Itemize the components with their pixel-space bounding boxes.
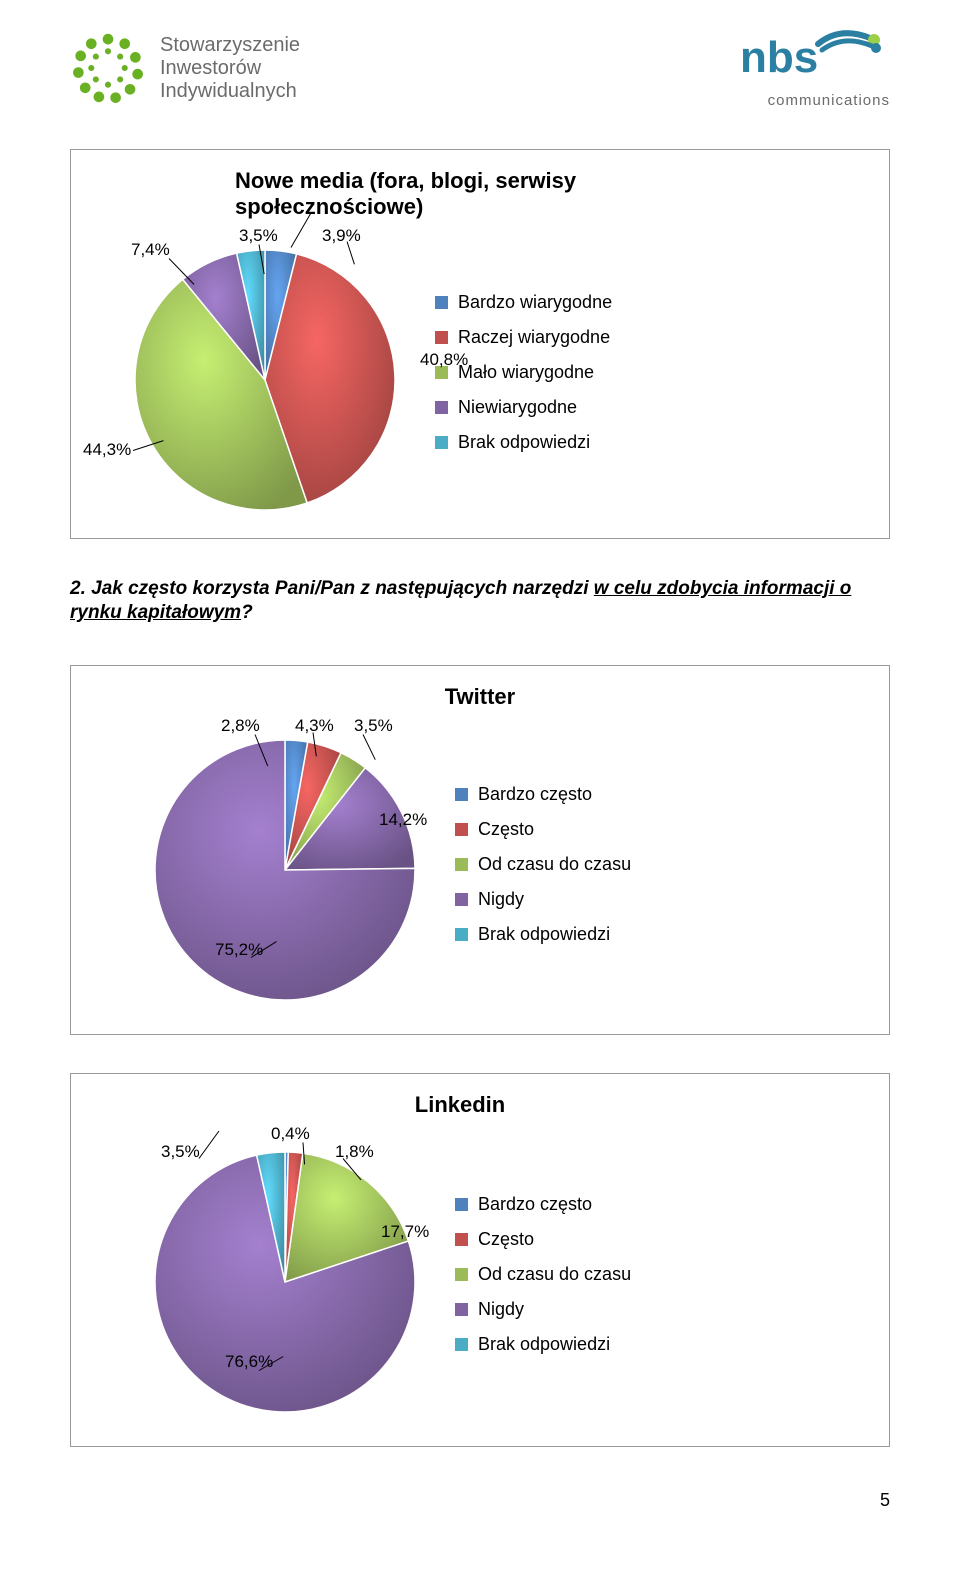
chart2-title: Twitter <box>95 684 865 710</box>
legend-item: Od czasu do czasu <box>455 854 631 875</box>
sii-line-2: Inwestorów <box>160 57 300 80</box>
legend-item: Bardzo często <box>455 1194 631 1215</box>
legend-swatch <box>455 1303 468 1316</box>
legend-label: Bardzo często <box>478 784 592 805</box>
legend-label: Raczej wiarygodne <box>458 327 610 348</box>
chart-nowe-media: Nowe media (fora, blogi, serwisy społecz… <box>70 149 890 539</box>
nbs-logo: nbs communications <box>740 30 890 109</box>
pie-slice-label: 3,9% <box>322 226 361 246</box>
legend-item: Brak odpowiedzi <box>435 432 612 453</box>
sii-ring-icon <box>70 30 146 106</box>
question-suffix: ? <box>241 602 253 623</box>
legend-item: Nigdy <box>455 1299 631 1320</box>
pie-slice-label: 44,3% <box>83 440 131 460</box>
legend-label: Od czasu do czasu <box>478 854 631 875</box>
legend-label: Mało wiarygodne <box>458 362 594 383</box>
chart3-legend: Bardzo często Często Od czasu do czasu Nigd… <box>455 1194 631 1355</box>
legend-label: Nigdy <box>478 889 524 910</box>
legend-item: Nigdy <box>455 889 631 910</box>
legend-swatch <box>455 858 468 871</box>
pie-slice-label: 76,6% <box>225 1352 273 1372</box>
pie-slice-label: 0,4% <box>271 1124 310 1144</box>
pie-slice-label: 40,8% <box>420 350 468 370</box>
chart-twitter: Twitter 2,8%4,3%3,5%14,2%75,2% Bardzo cz… <box>70 665 890 1035</box>
question-2: 2. Jak często korzysta Pani/Pan z następ… <box>70 577 890 625</box>
page-header: Stowarzyszenie Inwestorów Indywidualnych… <box>70 30 890 109</box>
legend-label: Bardzo często <box>478 1194 592 1215</box>
legend-swatch <box>435 296 448 309</box>
legend-item: Często <box>455 819 631 840</box>
legend-label: Często <box>478 1229 534 1250</box>
legend-label: Często <box>478 819 534 840</box>
legend-swatch <box>435 436 448 449</box>
legend-swatch <box>455 893 468 906</box>
sii-line-3: Indywidualnych <box>160 80 300 103</box>
chart2-pie: 2,8%4,3%3,5%14,2%75,2% <box>155 740 415 1000</box>
legend-item: Bardzo często <box>455 784 631 805</box>
pie-slice-label: 3,5% <box>239 226 278 246</box>
nbs-icon: nbs <box>740 30 890 92</box>
pie-slice-label: 1,8% <box>335 1142 374 1162</box>
legend-swatch <box>455 1233 468 1246</box>
legend-label: Brak odpowiedzi <box>478 924 610 945</box>
page-number: 5 <box>880 1490 890 1511</box>
legend-label: Od czasu do czasu <box>478 1264 631 1285</box>
legend-swatch <box>455 928 468 941</box>
legend-item: Od czasu do czasu <box>455 1264 631 1285</box>
legend-swatch <box>455 788 468 801</box>
legend-swatch <box>455 823 468 836</box>
pie-slice-label: 75,2% <box>215 940 263 960</box>
sii-logo: Stowarzyszenie Inwestorów Indywidualnych <box>70 30 300 106</box>
legend-item: Brak odpowiedzi <box>455 1334 631 1355</box>
chart3-pie: 0,4%1,8%17,7%76,6%3,5% <box>155 1152 415 1412</box>
pie-slice-label: 3,5% <box>354 716 393 736</box>
legend-item: Niewiarygodne <box>435 397 612 418</box>
legend-label: Brak odpowiedzi <box>478 1334 610 1355</box>
svg-text:nbs: nbs <box>740 33 818 82</box>
pie-slice-label: 3,5% <box>161 1142 200 1162</box>
sii-line-1: Stowarzyszenie <box>160 34 300 57</box>
legend-swatch <box>435 401 448 414</box>
legend-label: Nigdy <box>478 1299 524 1320</box>
nbs-sub: communications <box>768 92 890 109</box>
question-prefix: 2. Jak często korzysta Pani/Pan z następ… <box>70 578 594 599</box>
chart-linkedin: Linkedin 0,4%1,8%17,7%76,6%3,5% Bardzo c… <box>70 1073 890 1447</box>
legend-label: Brak odpowiedzi <box>458 432 590 453</box>
chart1-title: Nowe media (fora, blogi, serwisy społecz… <box>235 168 595 220</box>
legend-label: Bardzo wiarygodne <box>458 292 612 313</box>
pie-slice-label: 17,7% <box>381 1222 429 1242</box>
legend-swatch <box>455 1198 468 1211</box>
chart1-legend: Bardzo wiarygodne Raczej wiarygodne Mało w… <box>435 292 612 453</box>
legend-item: Często <box>455 1229 631 1250</box>
legend-item: Bardzo wiarygodne <box>435 292 612 313</box>
legend-swatch <box>435 331 448 344</box>
sii-text: Stowarzyszenie Inwestorów Indywidualnych <box>160 34 300 103</box>
pie-slice-label: 4,3% <box>295 716 334 736</box>
pie-slice-label: 2,8% <box>221 716 260 736</box>
legend-swatch <box>455 1338 468 1351</box>
legend-label: Niewiarygodne <box>458 397 577 418</box>
legend-item: Brak odpowiedzi <box>455 924 631 945</box>
pie-slice-label: 14,2% <box>379 810 427 830</box>
legend-item: Raczej wiarygodne <box>435 327 612 348</box>
chart1-pie: 3,9%40,8%44,3%7,4%3,5% <box>135 250 395 510</box>
legend-swatch <box>455 1268 468 1281</box>
chart2-legend: Bardzo często Często Od czasu do czasu Nigd… <box>455 784 631 945</box>
chart3-title: Linkedin <box>55 1092 865 1118</box>
pie-slice-label: 7,4% <box>131 240 170 260</box>
